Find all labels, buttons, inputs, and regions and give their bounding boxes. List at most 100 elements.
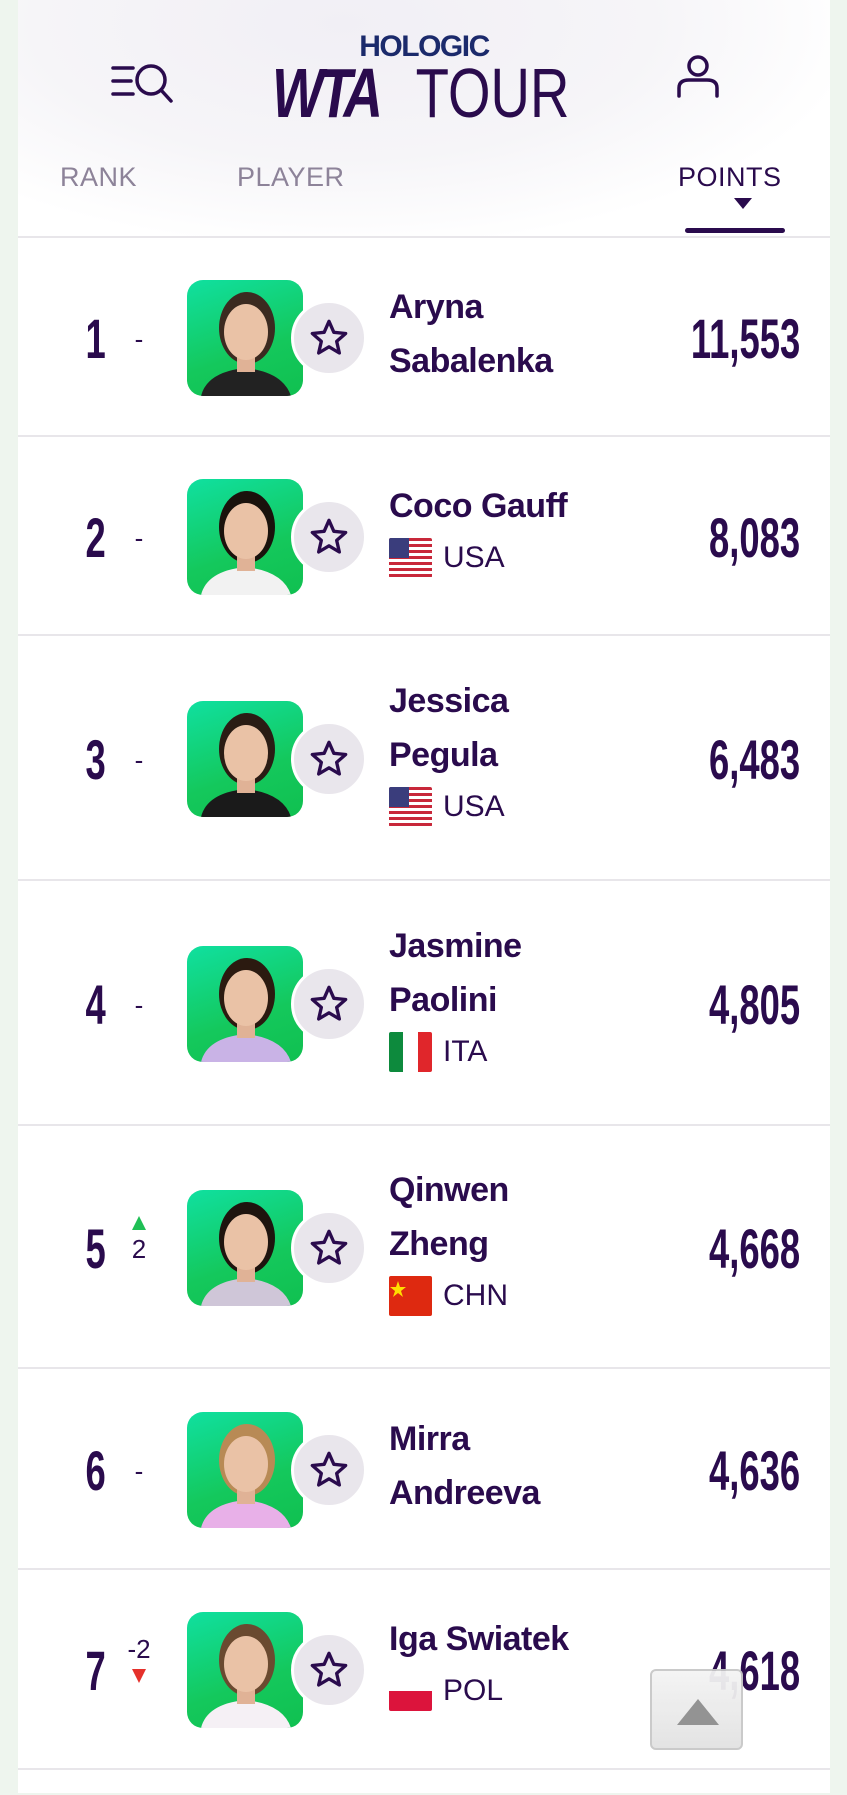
points-value: 8,083 — [708, 505, 800, 569]
rank-value: 3 — [85, 727, 107, 791]
favorite-button[interactable] — [291, 965, 367, 1042]
ranking-row[interactable]: 6- Mirra Andreeva 4,636 — [18, 1367, 830, 1570]
rank-change-value: -2 — [127, 1634, 151, 1664]
player-photo[interactable] — [187, 1411, 303, 1528]
rank-number: 3 — [66, 727, 126, 792]
ranking-row[interactable]: 1- Aryna Sabalenka 11,553 — [18, 236, 830, 437]
rank-down-icon — [132, 1669, 146, 1683]
player-first-name: Jessica — [389, 681, 509, 720]
player-country: CHN — [389, 1275, 508, 1316]
rank-change-value: 2 — [131, 1233, 147, 1264]
player-photo[interactable] — [187, 279, 303, 396]
user-icon — [677, 55, 719, 98]
points-value: 6,483 — [708, 727, 800, 791]
rank-number: 4 — [66, 972, 126, 1037]
logo-sponsor: HOLOGIC — [359, 30, 490, 63]
player-photo[interactable] — [187, 700, 303, 817]
rank-change: -2 — [114, 1634, 164, 1683]
player-country: USA — [389, 786, 505, 827]
player-portrait — [201, 291, 291, 396]
player-points: 6,483 — [540, 727, 800, 792]
wta-logo[interactable]: WTA TOUR — [18, 58, 830, 128]
rank-number: 5 — [66, 1216, 126, 1281]
player-country: POL — [389, 1671, 503, 1711]
player-points: 11,553 — [540, 306, 800, 371]
player-first-name: Mirra — [389, 1419, 470, 1458]
points-value: 4,805 — [708, 972, 800, 1036]
player-photo[interactable] — [187, 1612, 303, 1728]
player-name[interactable]: Qinwen Zheng — [389, 1163, 509, 1271]
player-first-name: Qinwen — [389, 1170, 509, 1209]
favorite-button[interactable] — [291, 1209, 367, 1286]
rankings-page: HOLOGIC WTA TOUR RANK PLAYER POINTS 1- Ary… — [18, 0, 830, 1793]
player-photo[interactable] — [187, 478, 303, 595]
ranking-row[interactable] — [18, 1768, 830, 1795]
player-photo[interactable] — [187, 1189, 303, 1306]
points-value: 11,553 — [690, 306, 800, 370]
country-code: CHN — [443, 1278, 508, 1312]
flag-cn-icon — [389, 1275, 432, 1316]
favorite-button[interactable] — [291, 299, 367, 376]
player-last-name: Zheng — [389, 1224, 489, 1263]
player-photo[interactable] — [187, 945, 303, 1062]
player-name[interactable]: Coco Gauff — [389, 479, 568, 533]
country-code: USA — [443, 789, 505, 823]
star-icon — [310, 518, 348, 554]
player-first-name: Coco Gauff — [389, 486, 568, 525]
country-code: USA — [443, 540, 505, 574]
favorite-button[interactable] — [291, 1431, 367, 1508]
rank-number: 6 — [66, 1438, 126, 1503]
ranking-row[interactable]: 7 -2 Iga Swiatek POL 4,618 — [18, 1568, 830, 1770]
favorite-button[interactable] — [291, 1632, 367, 1708]
favorite-button[interactable] — [291, 498, 367, 575]
menu-search-button[interactable] — [93, 56, 185, 106]
rank-change: - — [134, 323, 144, 354]
menu-search-icon — [111, 64, 173, 103]
logo-tour: TOUR — [415, 54, 569, 132]
player-country: ITA — [389, 1031, 488, 1072]
star-icon — [310, 1451, 348, 1487]
player-portrait — [201, 490, 291, 595]
player-portrait — [201, 1624, 291, 1728]
rank-change: - — [134, 989, 144, 1020]
player-name[interactable]: Mirra Andreeva — [389, 1412, 540, 1520]
player-last-name: Sabalenka — [389, 341, 553, 380]
flag-it-icon — [389, 1031, 432, 1072]
scroll-to-top-button[interactable] — [650, 1669, 743, 1750]
star-icon — [310, 985, 348, 1021]
ranking-row[interactable]: 4- Jasmine Paolini ITA 4,805 — [18, 879, 830, 1126]
rank-up-icon — [132, 1215, 146, 1230]
player-first-name: Jasmine — [389, 926, 522, 965]
rank-change: - — [134, 744, 144, 775]
column-points[interactable]: POINTS — [678, 162, 782, 192]
player-last-name: Pegula — [389, 735, 498, 774]
rank-number: 2 — [66, 505, 126, 570]
player-name[interactable]: Aryna Sabalenka — [389, 280, 553, 388]
player-name[interactable]: Jessica Pegula — [389, 674, 509, 782]
ranking-row[interactable]: 2- Coco Gauff USA 8,083 — [18, 435, 830, 636]
column-player[interactable]: PLAYER — [237, 162, 345, 192]
points-value: 4,668 — [708, 1216, 800, 1280]
rank-value: 2 — [85, 505, 107, 569]
country-code: POL — [443, 1674, 504, 1707]
player-points: 4,805 — [540, 972, 800, 1037]
favorite-button[interactable] — [291, 720, 367, 797]
star-icon — [310, 1651, 348, 1687]
sort-desc-icon — [734, 198, 752, 209]
flag-us-icon — [389, 537, 432, 578]
ranking-row[interactable]: 3- Jessica Pegula USA 6,483 — [18, 634, 830, 881]
country-code: ITA — [443, 1034, 488, 1068]
flag-pl-icon — [389, 1671, 432, 1711]
player-name[interactable]: Jasmine Paolini — [389, 919, 522, 1027]
rank-value: 7 — [85, 1639, 107, 1702]
player-portrait — [201, 1423, 291, 1528]
column-rank[interactable]: RANK — [60, 162, 138, 192]
player-portrait — [201, 712, 291, 817]
rank-value: 4 — [85, 972, 107, 1036]
player-name[interactable]: Iga Swiatek — [389, 1612, 569, 1666]
player-portrait — [201, 957, 291, 1062]
profile-button[interactable] — [673, 52, 723, 108]
rank-value: 1 — [85, 306, 107, 370]
ranking-row[interactable]: 5 2 Qinwen Zheng CHN 4,668 — [18, 1124, 830, 1369]
rank-change: - — [134, 522, 144, 553]
